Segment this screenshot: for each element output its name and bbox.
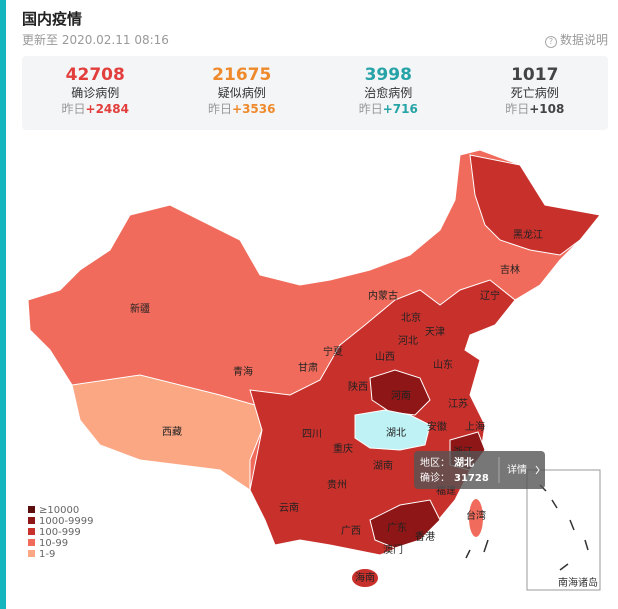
province-label: 湖南 xyxy=(373,459,393,472)
province-label: 宁夏 xyxy=(323,345,343,358)
stat-delta-row: 昨日+3536 xyxy=(169,101,316,117)
stat: 3998 治愈病例 昨日+716 xyxy=(315,56,462,130)
region-mid xyxy=(469,154,601,256)
stat-delta-row: 昨日+2484 xyxy=(22,101,169,117)
tooltip-confirmed-label: 确诊： xyxy=(420,471,450,484)
stat-delta-row: 昨日+108 xyxy=(462,101,609,117)
province-label: 台湾 xyxy=(466,509,486,522)
island xyxy=(352,569,378,587)
stat-delta: +108 xyxy=(529,102,565,116)
legend-swatch xyxy=(28,528,35,535)
province-label: 吉林 xyxy=(500,263,520,276)
stat: 42708 确诊病例 昨日+2484 xyxy=(22,56,169,130)
stat-value: 42708 xyxy=(65,65,125,85)
province-label: 天津 xyxy=(425,326,445,338)
legend-swatch xyxy=(28,506,35,513)
stat-delta: +2484 xyxy=(85,102,129,116)
stat-value: 21675 xyxy=(212,65,272,85)
province-label: 新疆 xyxy=(130,302,150,315)
province-label: 青海 xyxy=(233,365,253,378)
stat-delta-label: 昨日 xyxy=(505,102,530,116)
legend-swatch xyxy=(28,539,35,546)
province-label: 江苏 xyxy=(448,397,468,410)
province-label: 香港 xyxy=(415,531,435,543)
stat-label: 死亡病例 xyxy=(510,86,559,100)
province-label: 北京 xyxy=(401,311,421,324)
province-label: 湖北 xyxy=(386,427,406,439)
stat-label: 确诊病例 xyxy=(71,86,120,100)
region-light xyxy=(71,374,263,491)
title: 国内疫情 xyxy=(22,10,83,28)
province-label: 西藏 xyxy=(162,426,182,438)
province-label: 陕西 xyxy=(348,380,368,393)
stat-value: 1017 xyxy=(511,65,559,85)
legend-label: 1-9 xyxy=(39,549,55,560)
stat-delta-row: 昨日+716 xyxy=(315,101,462,117)
legend-label: 100-999 xyxy=(39,527,81,538)
stat-delta: +716 xyxy=(382,102,418,116)
tooltip-region-label: 地区： xyxy=(420,456,450,469)
help-text[interactable]: 数据说明 xyxy=(559,33,608,47)
stat-value: 3998 xyxy=(364,65,412,85)
province-label: 广东 xyxy=(387,521,407,534)
province-label: 河北 xyxy=(398,335,418,347)
tooltip-region: 湖北 xyxy=(454,456,474,469)
stat-delta-label: 昨日 xyxy=(61,102,86,116)
stat-label: 治愈病例 xyxy=(364,86,413,100)
province-label: 四川 xyxy=(302,429,322,440)
province-label: 安徽 xyxy=(427,420,447,433)
help-link[interactable]: ? 数据说明 xyxy=(544,31,608,48)
legend-swatch xyxy=(28,550,35,557)
inset-label: 南海诸岛 xyxy=(558,576,598,589)
province-label: 澳门 xyxy=(383,543,403,556)
province-label: 重庆 xyxy=(333,442,353,455)
province-label: 山西 xyxy=(375,351,395,363)
stats-card: 42708 确诊病例 昨日+2484 21675 疑似病例 昨日+3536 3998 治愈病例… xyxy=(22,56,608,130)
province-label: 辽宁 xyxy=(480,289,500,302)
tooltip-arrow xyxy=(535,465,540,475)
tooltip-confirmed: 31728 xyxy=(454,473,489,484)
legend-label: 1000-9999 xyxy=(39,516,94,527)
province-label: 甘肃 xyxy=(298,361,318,374)
stat-delta-label: 昨日 xyxy=(208,102,233,116)
stat-label: 疑似病例 xyxy=(217,86,266,100)
province-label: 海南 xyxy=(355,571,375,584)
region-highlight[interactable] xyxy=(354,409,431,451)
stat-delta-label: 昨日 xyxy=(358,102,383,116)
province-label: 上海 xyxy=(465,420,485,433)
legend-label: ≥10000 xyxy=(39,505,79,516)
accent-bar xyxy=(0,0,6,609)
province-label: 河南 xyxy=(391,389,411,402)
region-dark xyxy=(369,499,441,549)
stat: 1017 死亡病例 昨日+108 xyxy=(462,56,609,130)
update-time: 更新至 2020.02.11 08:16 xyxy=(22,33,169,47)
legend-swatch xyxy=(28,517,35,524)
inset-box xyxy=(526,469,601,591)
stat-delta: +3536 xyxy=(232,102,276,116)
province-label: 贵州 xyxy=(327,478,347,491)
province-label: 广西 xyxy=(341,525,361,537)
tooltip-details[interactable]: 详情 xyxy=(507,463,527,476)
province-label: 黑龙江 xyxy=(513,228,543,241)
province-label: 山东 xyxy=(433,358,453,371)
legend-label: 10-99 xyxy=(39,538,68,549)
help-icon: ? xyxy=(544,36,557,48)
stat: 21675 疑似病例 昨日+3536 xyxy=(169,56,316,130)
province-label: 云南 xyxy=(279,501,299,514)
island xyxy=(469,499,483,537)
province-label: 内蒙古 xyxy=(368,289,398,302)
tooltip-bg xyxy=(414,451,545,489)
region-dark xyxy=(369,369,431,416)
